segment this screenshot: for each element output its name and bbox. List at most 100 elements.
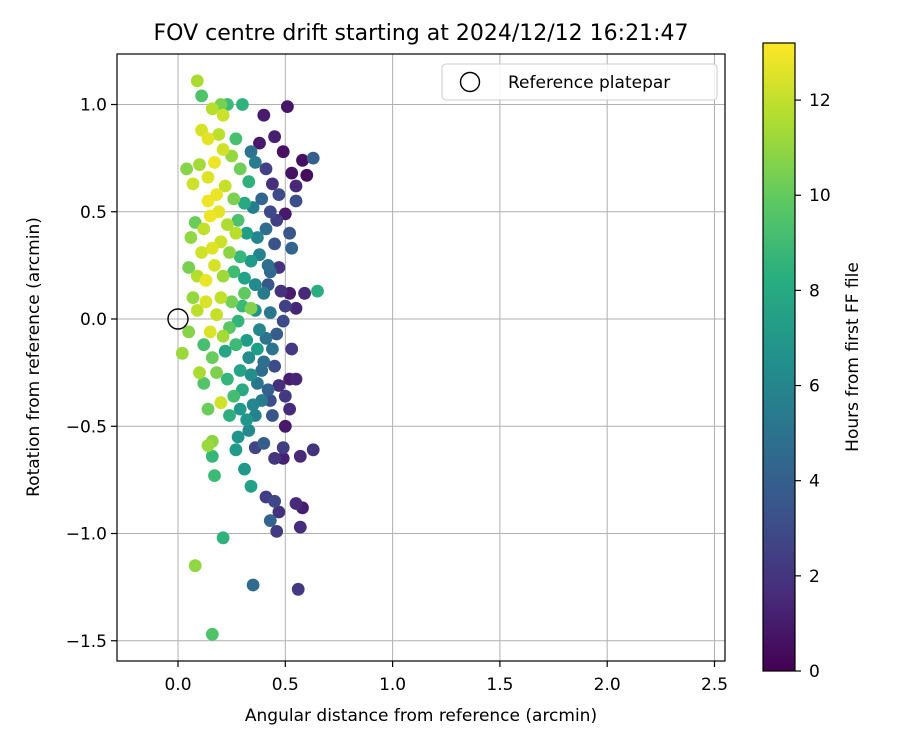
data-point bbox=[227, 265, 241, 279]
data-point bbox=[289, 372, 303, 386]
data-point bbox=[244, 479, 258, 493]
data-point bbox=[203, 209, 217, 223]
data-point bbox=[244, 145, 258, 159]
data-point bbox=[255, 192, 269, 206]
data-point bbox=[274, 284, 288, 298]
data-point bbox=[289, 301, 303, 315]
colorbar-tick-label: 2 bbox=[809, 567, 820, 587]
data-point bbox=[197, 222, 211, 236]
data-point bbox=[195, 89, 209, 103]
data-point bbox=[186, 291, 200, 304]
data-point bbox=[238, 196, 251, 210]
data-point bbox=[182, 325, 196, 339]
colorbar-tick-label: 4 bbox=[809, 472, 820, 492]
colorbar-ticks: 0 2 4 6 8 10 12 bbox=[795, 91, 831, 682]
data-point bbox=[216, 143, 230, 156]
data-point bbox=[233, 162, 247, 176]
data-point bbox=[259, 222, 273, 236]
data-point bbox=[293, 449, 307, 463]
data-point bbox=[229, 226, 243, 240]
data-point bbox=[233, 250, 247, 264]
data-point bbox=[291, 582, 305, 596]
colorbar-tick-label: 8 bbox=[809, 281, 820, 301]
data-point bbox=[285, 166, 299, 180]
data-point bbox=[221, 372, 234, 386]
data-point bbox=[180, 162, 194, 176]
data-point bbox=[268, 452, 281, 465]
data-point bbox=[218, 344, 232, 358]
legend: Reference platepar bbox=[441, 63, 718, 101]
colorbar-tick-label: 6 bbox=[809, 377, 820, 397]
data-point bbox=[231, 213, 245, 227]
data-point bbox=[205, 449, 219, 463]
data-point bbox=[197, 338, 211, 352]
grid bbox=[117, 54, 725, 661]
data-point bbox=[236, 98, 249, 111]
data-point bbox=[253, 136, 266, 150]
data-point bbox=[184, 231, 198, 244]
data-point bbox=[272, 379, 286, 392]
legend-label: Reference platepar bbox=[508, 73, 670, 93]
y-axis-ticks: −1.5 −1.0 −0.5 0.0 0.5 1.0 bbox=[66, 96, 117, 652]
data-point bbox=[289, 179, 303, 193]
data-point bbox=[285, 241, 299, 255]
data-point bbox=[263, 306, 277, 319]
data-point bbox=[298, 286, 311, 300]
data-point bbox=[229, 338, 243, 352]
data-point bbox=[261, 383, 275, 397]
data-point bbox=[201, 132, 215, 146]
data-point bbox=[208, 469, 221, 482]
data-point bbox=[242, 351, 256, 364]
data-point bbox=[201, 439, 215, 452]
data-point bbox=[210, 366, 224, 379]
data-point bbox=[210, 308, 224, 322]
data-point bbox=[268, 359, 281, 373]
data-point bbox=[199, 274, 213, 287]
data-point bbox=[205, 351, 219, 364]
data-point bbox=[242, 175, 256, 189]
data-point bbox=[251, 231, 264, 244]
data-point bbox=[268, 130, 281, 144]
data-point bbox=[203, 325, 217, 339]
data-point bbox=[283, 226, 296, 240]
data-point bbox=[229, 132, 243, 146]
data-point bbox=[266, 177, 279, 191]
data-point bbox=[266, 342, 279, 356]
data-point bbox=[246, 578, 260, 592]
data-point bbox=[283, 402, 296, 416]
data-point bbox=[197, 377, 211, 390]
data-point bbox=[225, 295, 239, 309]
colorbar bbox=[762, 42, 796, 672]
data-point bbox=[266, 409, 279, 422]
data-point bbox=[278, 419, 292, 433]
data-point bbox=[278, 389, 292, 403]
data-point bbox=[205, 102, 219, 116]
data-point bbox=[221, 218, 234, 232]
data-point bbox=[238, 286, 251, 300]
data-point bbox=[285, 342, 299, 356]
x-tick-label: 0.0 bbox=[164, 675, 191, 695]
data-point bbox=[208, 156, 221, 169]
data-point bbox=[201, 402, 215, 416]
x-tick-label: 0.5 bbox=[272, 675, 299, 695]
data-point bbox=[253, 323, 266, 337]
x-tick-label: 1.5 bbox=[486, 675, 513, 695]
data-point bbox=[259, 162, 273, 176]
data-point bbox=[233, 364, 247, 377]
data-point bbox=[257, 355, 271, 369]
chart-title: FOV centre drift starting at 2024/12/12 … bbox=[154, 21, 689, 46]
x-tick-label: 2.0 bbox=[594, 675, 621, 695]
data-point bbox=[216, 269, 230, 283]
data-point bbox=[276, 441, 290, 455]
data-point bbox=[248, 278, 262, 292]
data-point bbox=[240, 226, 254, 240]
data-point bbox=[188, 559, 202, 573]
data-point bbox=[238, 271, 251, 285]
plot-frame bbox=[116, 53, 726, 662]
data-point bbox=[193, 366, 206, 379]
data-point bbox=[214, 291, 228, 304]
colorbar-tick-label: 10 bbox=[809, 186, 831, 206]
data-point bbox=[272, 505, 286, 519]
